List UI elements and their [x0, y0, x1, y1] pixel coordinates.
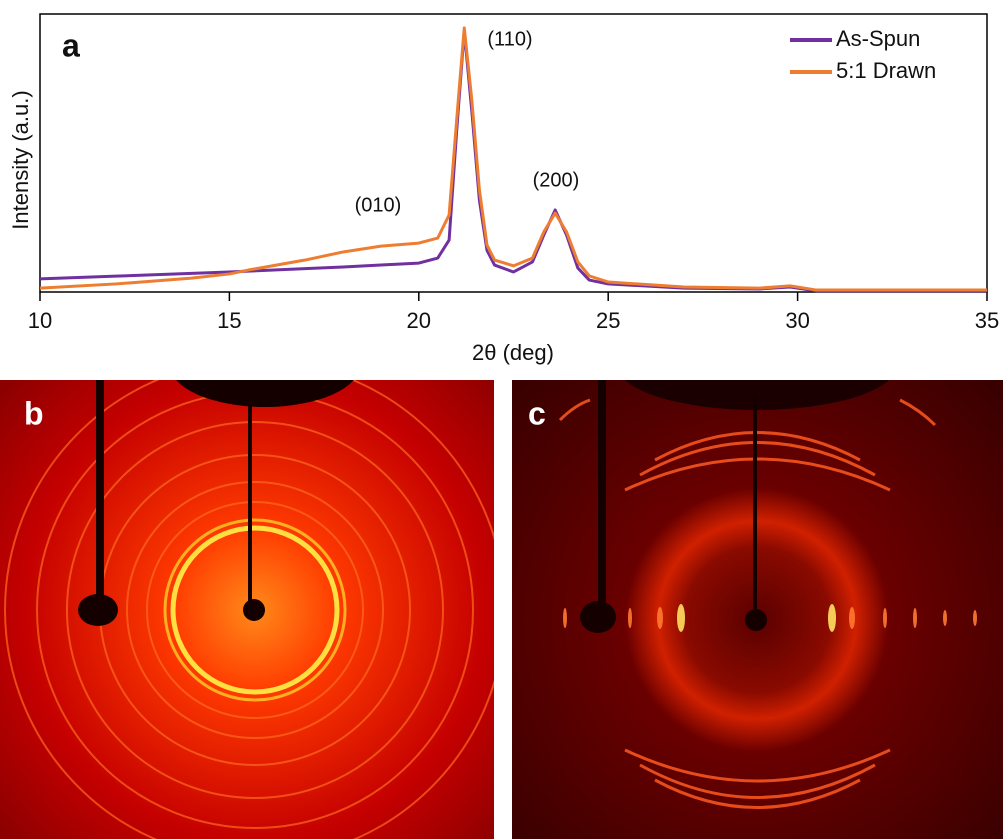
annotation: (010)	[355, 194, 402, 216]
annotation: (200)	[533, 169, 580, 191]
panel-label: b	[24, 395, 44, 431]
x-tick-label: 20	[407, 308, 431, 333]
x-axis-label: 2θ (deg)	[472, 340, 554, 365]
legend-label: As-Spun	[836, 26, 920, 51]
line-series	[39, 26, 987, 292]
panel-label: a	[62, 27, 80, 63]
panel-label: c	[528, 395, 546, 431]
x-tick-label: 25	[596, 308, 620, 333]
x-tick-label: 10	[28, 308, 52, 333]
legend-label: 5:1 Drawn	[836, 58, 936, 83]
y-axis-label: Intensity (a.u.)	[8, 90, 33, 229]
x-tick-label: 30	[785, 308, 809, 333]
plot-frame	[39, 13, 988, 293]
image-c: c	[512, 380, 1003, 839]
x-tick-label: 35	[975, 308, 999, 333]
x-tick-label: 15	[217, 308, 241, 333]
plot-a: a 2θ (deg) Intensity (a.u.) (010) (110) …	[8, 13, 999, 365]
image-b: b	[0, 380, 494, 839]
annotation: (110)	[487, 28, 532, 50]
